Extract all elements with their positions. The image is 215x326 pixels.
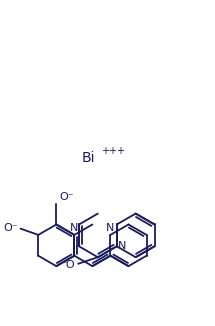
Text: N: N	[106, 223, 115, 233]
Text: O⁻: O⁻	[59, 192, 74, 202]
Text: O⁻: O⁻	[3, 223, 18, 233]
Text: ⁻O: ⁻O	[61, 260, 75, 270]
Text: Bi: Bi	[81, 151, 95, 165]
Text: N: N	[118, 241, 126, 251]
Text: N: N	[70, 223, 78, 233]
Text: +++: +++	[101, 146, 125, 156]
